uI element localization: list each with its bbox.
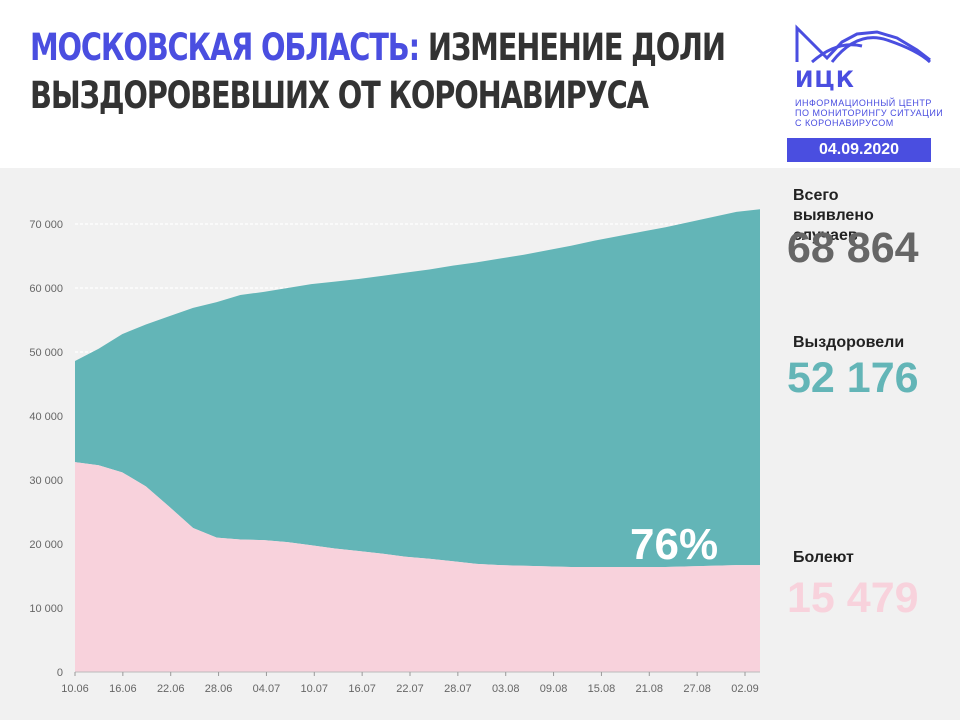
title-line2: ВЫЗДОРОВЕВШИХ ОТ КОРОНАВИРУСА bbox=[30, 74, 649, 117]
x-tick-label: 21.08 bbox=[636, 683, 664, 695]
recovered-value: 52 176 bbox=[787, 354, 919, 402]
logo-name: ИЦК bbox=[795, 68, 855, 93]
title-rest: ИЗМЕНЕНИЕ ДОЛИ bbox=[427, 26, 726, 69]
x-tick-label: 10.07 bbox=[301, 683, 329, 695]
sick-label: Болеют bbox=[793, 549, 854, 566]
y-tick-label: 30 000 bbox=[29, 475, 63, 487]
sick-area bbox=[75, 462, 760, 672]
y-tick-label: 20 000 bbox=[29, 539, 63, 551]
title-region: МОСКОВСКАЯ ОБЛАСТЬ: bbox=[30, 26, 420, 69]
x-tick-label: 27.08 bbox=[683, 683, 711, 695]
chart-panel: 0 10 000 20 000 30 000 40 000 50 000 60 000 70 … bbox=[0, 168, 960, 720]
x-tick-label: 09.08 bbox=[540, 683, 568, 695]
total-label: Всего выявлено случаев bbox=[793, 187, 874, 244]
y-tick-label: 70 000 bbox=[29, 219, 63, 231]
stacked-area-chart: 0 10 000 20 000 30 000 40 000 50 000 60 000 70 … bbox=[29, 209, 760, 695]
x-tick-label: 16.06 bbox=[109, 683, 137, 695]
logo-icon bbox=[795, 24, 932, 64]
x-tick-label: 02.09 bbox=[731, 683, 759, 695]
date-badge: 04.09.2020 bbox=[787, 138, 931, 162]
y-tick-label: 50 000 bbox=[29, 347, 63, 359]
logo-subtitle-line: С КОРОНАВИРУСОМ bbox=[795, 118, 894, 128]
sick-value: 15 479 bbox=[787, 574, 919, 622]
x-tick-label: 22.07 bbox=[396, 683, 424, 695]
y-tick-label: 0 bbox=[57, 667, 63, 679]
x-tick-label: 22.06 bbox=[157, 683, 185, 695]
logo-subtitle-line: ПО МОНИТОРИНГУ СИТУАЦИИ bbox=[795, 108, 944, 118]
recovered-percent: 76% bbox=[630, 520, 719, 569]
x-tick-label: 28.06 bbox=[205, 683, 233, 695]
x-tick-label: 15.08 bbox=[588, 683, 616, 695]
x-tick-label: 28.07 bbox=[444, 683, 472, 695]
logo-subtitle-line: ИНФОРМАЦИОННЫЙ ЦЕНТР bbox=[795, 98, 932, 108]
total-value: 68 864 bbox=[787, 224, 919, 272]
logo-subtitle: ИНФОРМАЦИОННЫЙ ЦЕНТР ПО МОНИТОРИНГУ СИТУ… bbox=[795, 98, 943, 128]
x-tick-label: 04.07 bbox=[253, 683, 281, 695]
y-tick-label: 40 000 bbox=[29, 411, 63, 423]
recovered-label: Выздоровели bbox=[793, 334, 905, 351]
page-title: МОСКОВСКАЯ ОБЛАСТЬ: ИЗМЕНЕНИЕ ДОЛИ ВЫЗДО… bbox=[30, 24, 726, 120]
x-tick-label: 03.08 bbox=[492, 683, 520, 695]
y-tick-label: 10 000 bbox=[29, 603, 63, 615]
x-tick-label: 10.06 bbox=[61, 683, 89, 695]
recovered-area bbox=[75, 209, 760, 568]
y-tick-label: 60 000 bbox=[29, 283, 63, 295]
x-tick-label: 16.07 bbox=[348, 683, 376, 695]
header: МОСКОВСКАЯ ОБЛАСТЬ: ИЗМЕНЕНИЕ ДОЛИ ВЫЗДО… bbox=[0, 0, 960, 168]
